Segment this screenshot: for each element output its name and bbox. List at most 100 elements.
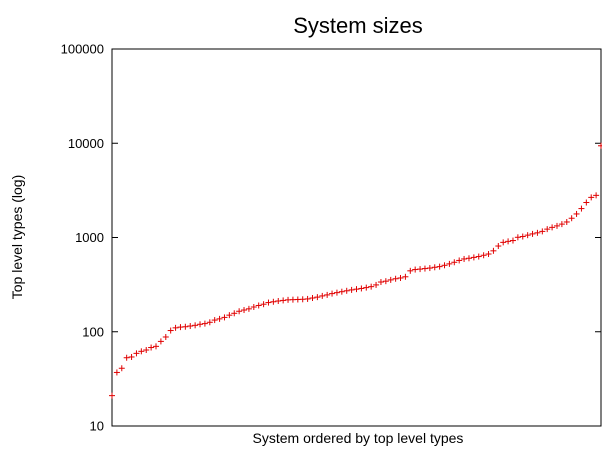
data-point [402,273,409,280]
data-point [392,275,399,282]
data-point [338,288,345,295]
data-point [118,365,125,372]
data-point [480,252,487,259]
data-point [358,285,365,292]
data-point [206,319,213,326]
data-point [231,310,238,317]
data-point [128,353,135,360]
data-point [514,234,521,241]
data-point [387,276,394,283]
data-point [539,228,546,235]
y-tick-label: 10000 [68,136,104,151]
data-point [113,369,120,376]
data-point [417,266,424,273]
data-point [148,344,155,351]
data-point [324,291,331,298]
data-point [245,305,252,312]
chart-title: System sizes [293,13,423,38]
data-point [270,298,277,305]
data-point [441,262,448,269]
data-point [260,301,267,308]
data-point [524,232,531,239]
data-point [431,264,438,271]
data-point [436,263,443,270]
x-axis-label: System ordered by top level types [253,430,464,446]
data-point [588,194,595,201]
data-point [485,251,492,258]
data-point [241,307,248,314]
data-point [265,299,272,306]
data-point [348,286,355,293]
data-point [133,350,140,357]
data-point [255,302,262,309]
data-point [353,286,360,293]
data-point [563,218,570,225]
data-point [329,290,336,297]
data-point [172,324,179,331]
data-point [226,312,233,319]
data-point [304,295,311,302]
data-point [162,333,169,340]
data-point [553,222,560,229]
data-point [377,279,384,286]
data-point [578,205,585,212]
data-point [368,283,375,290]
data-point [509,237,516,244]
data-point [534,229,541,236]
data-point [382,278,389,285]
data-point [495,243,502,250]
data-point [138,348,145,355]
data-point [373,281,380,288]
data-point [221,314,228,321]
data-point [343,287,350,294]
data-point [456,257,463,264]
data-point [314,294,321,301]
data-point [333,289,340,296]
data-point [593,192,600,199]
data-point [275,297,282,304]
data-point [182,323,189,330]
data-point [192,322,199,329]
data-point [549,224,556,231]
data-point [490,247,497,254]
data-point [201,320,208,327]
data-point [519,233,526,240]
y-tick-label: 10 [90,419,104,434]
data-point [216,315,223,322]
data-point [211,317,218,324]
data-point [187,323,194,330]
data-point [167,327,174,334]
data-point [461,255,468,262]
y-tick-label: 100000 [61,42,104,57]
data-point [309,295,316,302]
data-point [407,267,414,274]
y-tick-label: 1000 [75,230,104,245]
data-point [123,354,130,361]
y-axis-label: Top level types (log) [9,175,25,300]
data-point [446,260,453,267]
data-point [397,274,404,281]
data-point [143,347,150,354]
data-point [583,199,590,206]
data-point [280,297,287,304]
data-point [573,210,580,217]
y-tick-label: 100 [82,324,104,339]
data-point [319,292,326,299]
y-axis: 10 100 1000 10000 100000 [61,42,601,434]
data-point [363,284,370,291]
data-point [197,321,204,328]
data-point [153,343,160,350]
data-point [426,265,433,272]
data-point [421,265,428,272]
data-point [451,259,458,266]
data-point [500,239,507,246]
data-point [568,215,575,222]
data-series [109,142,602,399]
data-point [529,230,536,237]
data-point [470,254,477,261]
data-point [236,308,243,315]
data-point [475,253,482,260]
data-point [544,226,551,233]
data-point [558,221,565,228]
